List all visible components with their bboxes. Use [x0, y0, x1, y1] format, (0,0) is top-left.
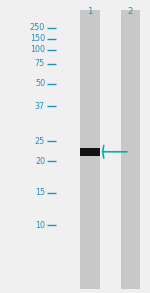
Text: 20: 20	[35, 157, 45, 166]
Bar	[80, 10, 100, 289]
Text: 1: 1	[87, 7, 93, 16]
Text: 150: 150	[30, 34, 45, 43]
Text: 10: 10	[35, 221, 45, 229]
Bar	[121, 10, 140, 289]
Text: 75: 75	[35, 59, 45, 68]
Text: 15: 15	[35, 188, 45, 197]
Text: 250: 250	[30, 23, 45, 32]
Text: 50: 50	[35, 79, 45, 88]
Text: 100: 100	[30, 45, 45, 54]
Text: 37: 37	[35, 102, 45, 110]
Text: 2: 2	[128, 7, 133, 16]
Bar	[80, 148, 100, 156]
Text: 25: 25	[35, 137, 45, 146]
